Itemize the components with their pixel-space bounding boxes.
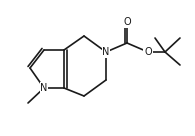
Text: O: O xyxy=(144,47,152,57)
Text: N: N xyxy=(102,47,110,57)
Text: O: O xyxy=(123,17,131,27)
Text: N: N xyxy=(40,83,48,93)
